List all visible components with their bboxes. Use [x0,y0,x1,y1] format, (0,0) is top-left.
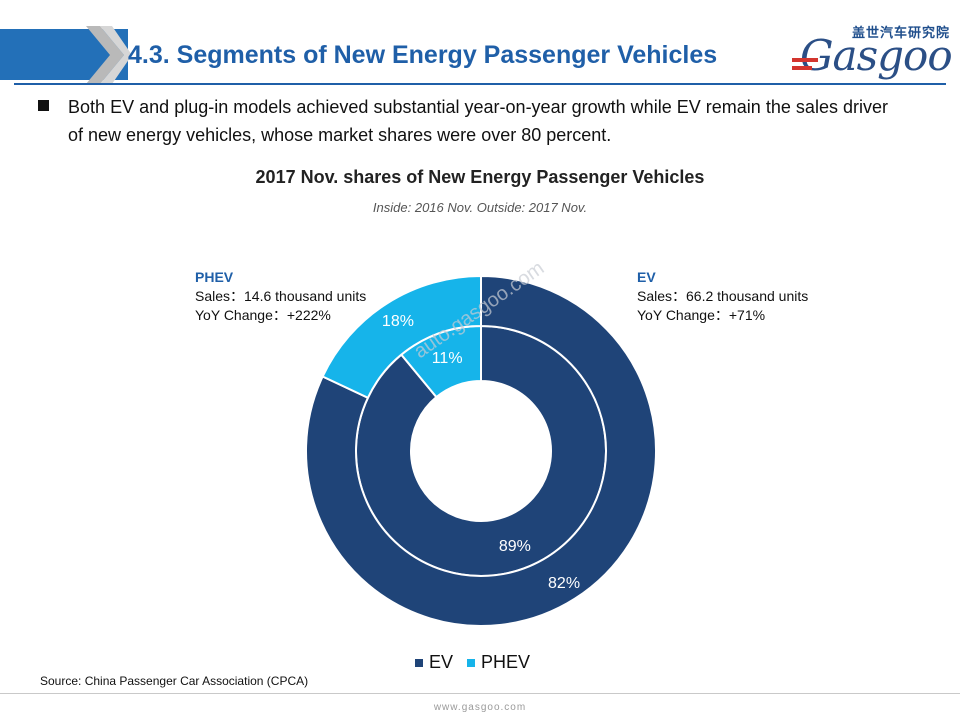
phev-callout: PHEV Sales：14.6 thousand units YoY Chang… [195,268,366,325]
ev-callout-yoy: YoY Change：+71% [637,307,766,323]
legend-item-ev: EV [415,652,453,673]
chart-legend: EV PHEV [415,652,544,673]
legend-label-ev: EV [429,652,454,672]
phev-callout-yoy: YoY Change：+222% [195,307,331,323]
inner-ring-label-phev: 11% [432,350,463,367]
phev-callout-name: PHEV [195,269,234,285]
bullet-square-icon [38,100,49,111]
page-title: 4.3. Segments of New Energy Passenger Ve… [128,41,718,69]
ev-callout-name: EV [637,269,656,285]
header-chevron-icon [86,26,132,84]
outer-ring-slice-phev [321,274,482,400]
chart-subtitle: Inside: 2016 Nov. Outside: 2017 Nov. [372,200,588,215]
legend-label-phev: PHEV [481,652,531,672]
phev-callout-sales: Sales：14.6 thousand units [195,288,367,304]
bullet-text: Both EV and plug-in models achieved subs… [68,97,888,145]
inner-ring-label-ev: 89% [499,538,531,555]
legend-swatch-ev [415,658,423,667]
footer-divider [0,693,960,694]
outer-ring-slice-ev [305,274,657,627]
header-divider [14,83,946,85]
logo-wordmark: Gasgoo [800,31,953,80]
gasgoo-logo: 盖世汽车研究院 Gasgoo [792,22,953,80]
footer-url: www.gasgoo.com [433,702,527,713]
chart-title: 2017 Nov. shares of New Energy Passenger… [255,167,705,187]
outer-ring-label-phev: 18% [382,313,414,330]
ev-callout: EV Sales：66.2 thousand units YoY Change：… [637,268,808,325]
legend-item-phev: PHEV [467,652,530,673]
outer-ring-label-ev: 82% [548,575,580,592]
source-note: Source: China Passenger Car Association … [40,674,309,688]
ev-callout-sales: Sales：66.2 thousand units [637,288,809,304]
legend-swatch-phev [467,658,476,667]
logo-chinese-text: 盖世汽车研究院 [852,25,951,40]
